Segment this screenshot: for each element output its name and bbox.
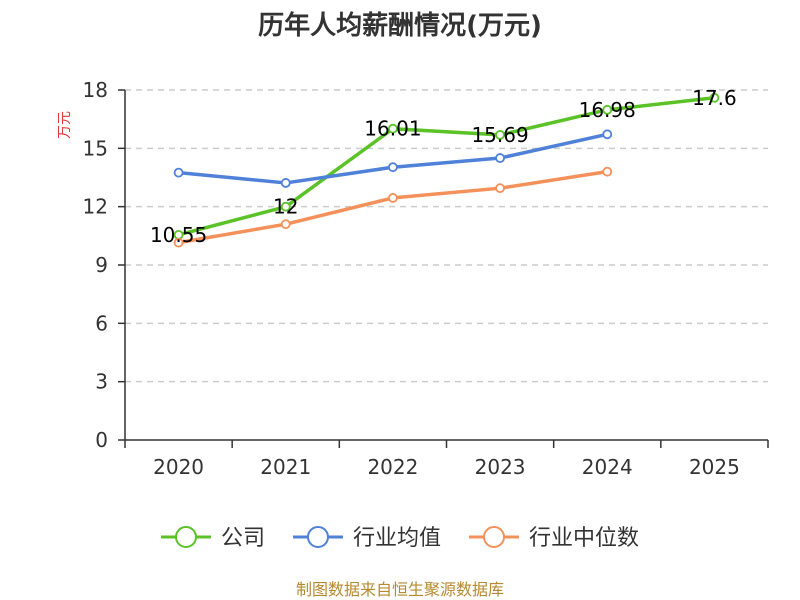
- legend-label: 公司: [221, 526, 265, 551]
- data-point: [173, 167, 184, 178]
- y-tick-label: 6: [95, 311, 108, 335]
- legend-item: 公司: [161, 526, 265, 551]
- data-labels: 10.55 12 16.01 15.69 16.98 17.6: [150, 86, 737, 247]
- axes: 0 3 6 9 12 15 18 2020 2021 2022 2023 2024 2025: [83, 78, 769, 479]
- series-line-1: [176, 132, 609, 185]
- x-tick-label: 2022: [367, 455, 418, 479]
- x-tick-label: 2020: [153, 455, 204, 479]
- data-point: [495, 130, 505, 140]
- data-point: [388, 123, 398, 134]
- series-line-0: [176, 96, 717, 237]
- data-point: [709, 92, 720, 103]
- legend-marker: [307, 526, 329, 548]
- chart-title: 历年人均薪酬情况(万元): [258, 10, 542, 41]
- data-label: 15.69: [471, 123, 528, 147]
- data-point: [388, 193, 398, 203]
- data-point: [280, 219, 291, 230]
- data-point: [602, 129, 613, 140]
- data-label: 16.01: [364, 117, 421, 141]
- data-label: 17.6: [692, 86, 737, 110]
- legend-marker: [175, 526, 197, 548]
- source-note: 制图数据来自恒生聚源数据库: [296, 580, 504, 599]
- y-tick-label: 12: [83, 195, 108, 219]
- series-lines: [173, 92, 720, 248]
- x-tick-label: 2023: [475, 455, 526, 479]
- y-tick-label: 18: [83, 78, 108, 102]
- data-label: 16.98: [579, 98, 636, 122]
- y-tick-label: 15: [83, 136, 108, 160]
- y-axis-label: 万元: [57, 111, 73, 139]
- y-tick-label: 0: [95, 428, 108, 452]
- legend-label: 行业均值: [353, 526, 441, 551]
- legend-label: 行业中位数: [529, 526, 639, 551]
- x-tick-label: 2025: [689, 455, 740, 479]
- legend-item: 行业均值: [293, 526, 441, 551]
- data-point: [602, 104, 613, 115]
- legend-marker: [483, 526, 505, 548]
- data-point: [602, 166, 613, 177]
- data-point: [495, 183, 505, 194]
- y-tick-label: 3: [95, 370, 108, 394]
- data-point: [495, 153, 505, 163]
- legend: 公司 行业均值 行业中位数: [161, 526, 639, 551]
- grid-lines: [125, 89, 768, 383]
- data-point: [280, 178, 291, 188]
- x-tick-label: 2021: [260, 455, 311, 479]
- data-label: 10.55: [150, 223, 207, 247]
- data-point: [173, 237, 184, 248]
- x-tick-label: 2024: [582, 455, 633, 479]
- data-point: [280, 201, 291, 212]
- data-label: 12: [273, 195, 298, 219]
- legend-item: 行业中位数: [469, 526, 639, 551]
- y-tick-label: 9: [95, 253, 108, 277]
- data-point: [388, 162, 398, 173]
